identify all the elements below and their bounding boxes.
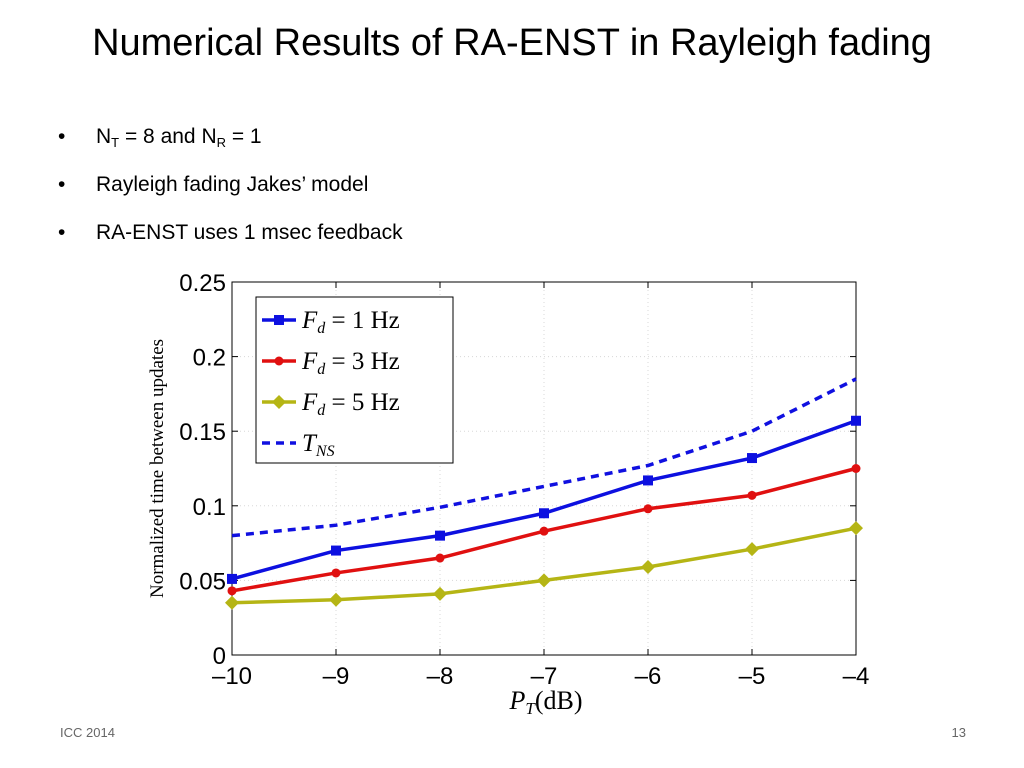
page-number: 13 <box>951 725 966 740</box>
bullet-dot: • <box>58 221 66 244</box>
bullet-text: Rayleigh fading Jakes’ model <box>96 173 369 196</box>
legend-marker <box>274 315 284 325</box>
bullet-antennas: • NT = 8 and NR = 1 <box>58 122 403 170</box>
data-point <box>225 595 239 610</box>
x-tick-label: –7 <box>531 663 558 690</box>
x-tick-label: –10 <box>212 663 252 690</box>
y-tick-label: 0.2 <box>193 345 226 372</box>
data-point <box>849 521 863 536</box>
y-tick-label: 0.1 <box>193 494 226 521</box>
data-point <box>539 508 549 519</box>
bullet-text-end: = 1 <box>226 125 262 148</box>
bullet-text-n: N <box>96 125 112 148</box>
data-point <box>745 542 759 557</box>
legend-label: Fd = 1 Hz <box>301 307 400 337</box>
y-tick-label: 0.05 <box>179 568 226 595</box>
legend-label: TNS <box>302 430 335 460</box>
data-point <box>851 464 861 473</box>
series-line <box>231 377 857 538</box>
data-point <box>641 559 655 574</box>
data-point <box>433 586 447 601</box>
data-point <box>331 545 341 556</box>
y-tick-label: 0 <box>213 643 226 670</box>
bullet-dot: • <box>58 125 66 148</box>
y-axis-label: Normalized time between updates <box>147 339 168 598</box>
bullet-text: RA-ENST uses 1 msec feedback <box>96 221 403 244</box>
data-point <box>227 573 237 584</box>
data-point <box>435 530 445 541</box>
data-point <box>643 475 653 486</box>
x-axis-label: PT(dB) <box>508 686 582 718</box>
data-point <box>331 568 341 578</box>
data-point <box>747 490 757 500</box>
bullet-feedback: • RA-ENST uses 1 msec feedback <box>58 218 403 266</box>
y-tick-label: 0.25 <box>179 270 226 297</box>
footer-conference: ICC 2014 <box>60 725 115 740</box>
series-3 <box>225 521 863 610</box>
data-point <box>435 553 445 563</box>
data-point <box>747 453 757 464</box>
data-point <box>537 573 551 588</box>
legend-box <box>255 296 454 464</box>
x-tick-label: –4 <box>843 663 870 690</box>
slide-title: Numerical Results of RA-ENST in Rayleigh… <box>92 22 932 64</box>
bullet-sub-t: T <box>111 135 120 150</box>
legend-label: Fd = 3 Hz <box>301 348 400 378</box>
legend: Fd = 1 Hz Fd = 3 Hz Fd = 5 Hz TNS <box>255 296 454 464</box>
y-tick-label: 0.15 <box>179 419 226 446</box>
legend-marker <box>274 356 284 366</box>
bullet-dot: • <box>58 173 66 196</box>
bullet-fading-model: • Rayleigh fading Jakes’ model <box>58 170 403 218</box>
x-tick-label: –5 <box>739 663 766 690</box>
x-tick-label: –6 <box>635 663 662 690</box>
series-4 <box>231 377 857 538</box>
bullet-text-mid: = 8 and N <box>119 125 217 148</box>
x-tick-label: –9 <box>323 663 350 690</box>
data-point <box>329 592 343 607</box>
series-1 <box>227 415 861 584</box>
legend-marker <box>272 395 286 409</box>
data-point <box>643 504 653 514</box>
data-point <box>539 526 549 536</box>
bullet-sub-r: R <box>216 135 226 150</box>
series-2 <box>227 464 861 596</box>
bullet-list: • NT = 8 and NR = 1 • Rayleigh fading Ja… <box>58 122 403 266</box>
data-point <box>227 586 237 596</box>
x-tick-label: –8 <box>427 663 454 690</box>
data-point <box>851 415 861 426</box>
legend-label: Fd = 5 Hz <box>301 389 400 419</box>
